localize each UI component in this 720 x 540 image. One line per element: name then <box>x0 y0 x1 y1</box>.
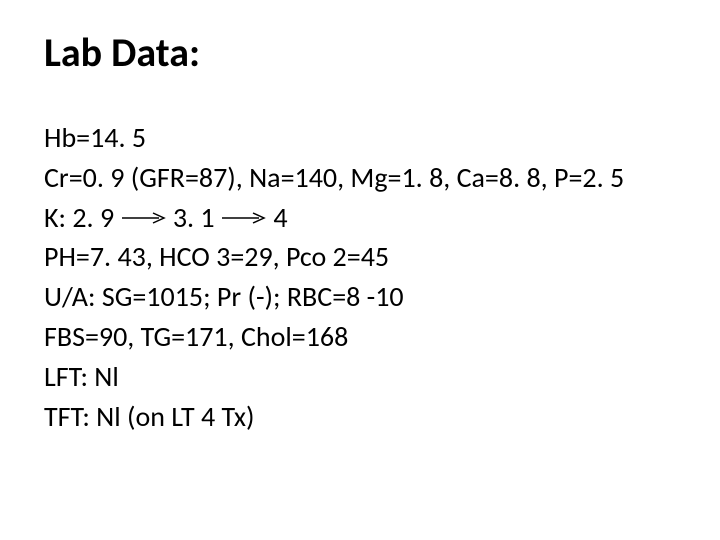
lab-line-lft: LFT: Nl <box>44 358 680 396</box>
arrow-icon <box>221 212 267 224</box>
lab-data-body: Hb=14. 5 Cr=0. 9 (GFR=87), Na=140, Mg=1.… <box>44 119 680 435</box>
k-value-3: 4 <box>273 200 287 235</box>
arrow-icon <box>121 212 167 224</box>
k-value-2: 3. 1 <box>173 200 215 235</box>
lab-line-chem: Cr=0. 9 (GFR=87), Na=140, Mg=1. 8, Ca=8.… <box>44 159 680 197</box>
lab-line-abg: PH=7. 43, HCO 3=29, Pco 2=45 <box>44 238 680 276</box>
k-value-1: K: 2. 9 <box>44 200 114 235</box>
lab-line-hb: Hb=14. 5 <box>44 119 680 157</box>
lab-line-k-trend: K: 2. 9 3. 1 4 <box>44 199 680 237</box>
slide-title: Lab Data: <box>44 28 680 77</box>
lab-line-ua: U/A: SG=1015; Pr (-); RBC=8 -10 <box>44 278 680 316</box>
lab-line-metabolic: FBS=90, TG=171, Chol=168 <box>44 318 680 356</box>
lab-line-tft: TFT: Nl (on LT 4 Tx) <box>44 398 680 436</box>
slide: Lab Data: Hb=14. 5 Cr=0. 9 (GFR=87), Na=… <box>0 0 720 540</box>
